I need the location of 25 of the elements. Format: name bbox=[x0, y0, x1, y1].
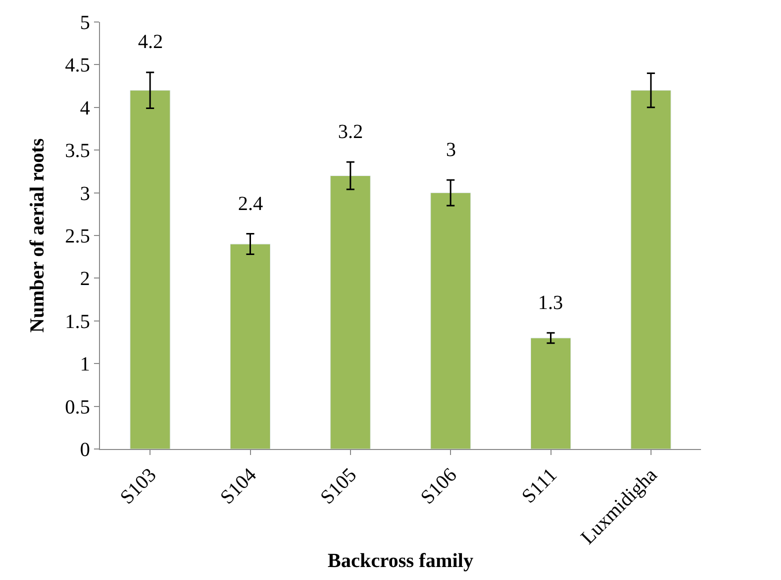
y-tick-label: 4.5 bbox=[65, 54, 90, 77]
data-label: 3.2 bbox=[338, 121, 363, 143]
y-axis-title: Number of aerial roots bbox=[26, 138, 48, 333]
data-label: 1.3 bbox=[538, 292, 563, 314]
y-tick-label: 3 bbox=[80, 182, 90, 205]
y-tick-label: 5 bbox=[80, 12, 90, 34]
bar bbox=[530, 338, 572, 449]
bar bbox=[130, 90, 170, 449]
bar bbox=[630, 90, 672, 449]
y-tick-label: 1.5 bbox=[65, 310, 90, 333]
y-tick-label: 2 bbox=[80, 268, 90, 290]
data-label: 2.4 bbox=[238, 193, 263, 215]
y-tick-label: 4 bbox=[80, 97, 90, 120]
y-tick-label: 1 bbox=[80, 354, 90, 376]
data-label: 3 bbox=[446, 139, 456, 161]
x-tick-label: S111 bbox=[518, 464, 562, 508]
x-axis-title: Backcross family bbox=[328, 550, 474, 572]
y-tick-label: 3.5 bbox=[65, 140, 90, 162]
y-tick-label: 0.5 bbox=[65, 396, 90, 418]
y-tick-label: 2.5 bbox=[65, 226, 90, 248]
bar bbox=[330, 175, 371, 449]
bar bbox=[430, 192, 471, 449]
data-label: 4.2 bbox=[138, 31, 163, 53]
bar bbox=[230, 244, 271, 449]
y-tick-label: 0 bbox=[80, 439, 90, 461]
